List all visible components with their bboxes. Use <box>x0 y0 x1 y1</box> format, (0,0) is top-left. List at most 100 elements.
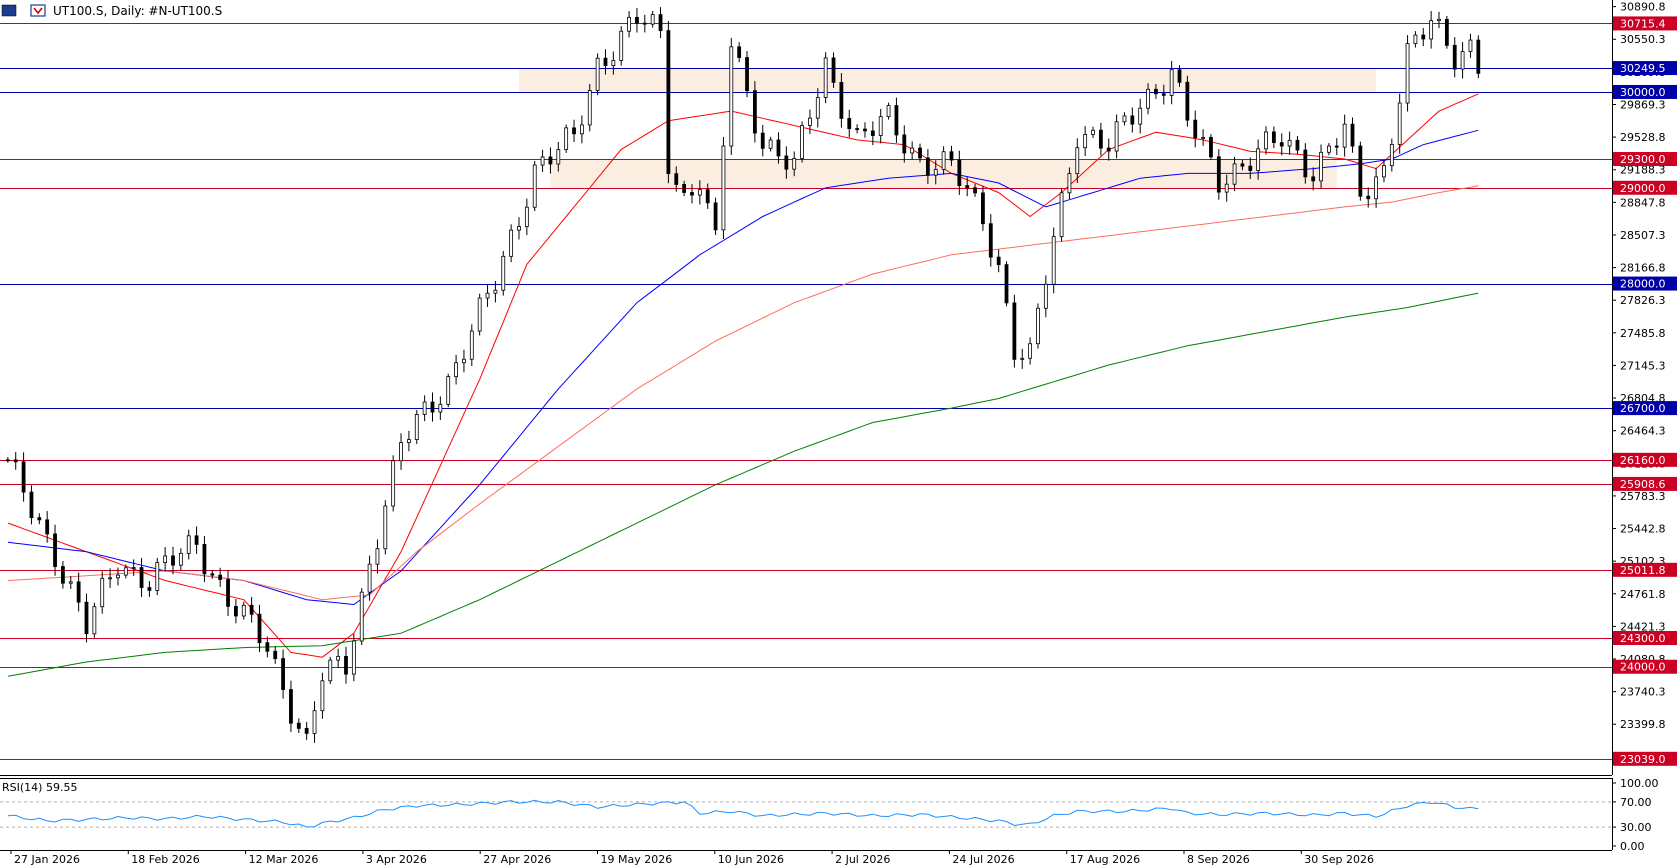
candle-body <box>910 147 915 154</box>
candle <box>430 392 435 422</box>
candle <box>603 49 608 75</box>
candle <box>973 183 977 197</box>
candle-body <box>619 30 624 61</box>
candle <box>1271 126 1276 149</box>
candle <box>1114 114 1119 159</box>
candle-body <box>336 655 341 661</box>
candle <box>933 160 938 185</box>
candle <box>359 588 364 646</box>
candle-body <box>988 223 993 258</box>
chart-type-icon[interactable] <box>30 4 46 17</box>
candle-body <box>438 403 443 413</box>
candle-body <box>1138 107 1143 125</box>
price-zone-0 <box>518 68 1377 92</box>
candle <box>1413 31 1418 48</box>
candle-body <box>941 151 946 170</box>
candle <box>422 395 427 422</box>
candle <box>116 567 120 586</box>
candle-body <box>462 358 466 364</box>
candle <box>84 593 89 643</box>
candle <box>1004 261 1009 307</box>
candle <box>469 324 474 366</box>
candle-body <box>878 116 883 136</box>
candle <box>941 146 946 175</box>
candle-body <box>1169 69 1174 96</box>
candle <box>13 452 18 470</box>
candle-body <box>627 16 631 32</box>
candle <box>1437 11 1441 29</box>
candle-body <box>13 459 18 463</box>
rsi-tick-label: 100.00 <box>1620 777 1659 790</box>
candle <box>1374 167 1378 208</box>
candle <box>351 633 356 682</box>
candle-body <box>1130 115 1135 125</box>
level-label-box <box>1613 659 1677 674</box>
candle-body <box>682 184 687 193</box>
price-tick-label: 29528.8 <box>1620 131 1666 144</box>
price-tick-label: 28847.8 <box>1620 196 1666 209</box>
candle <box>1232 156 1237 192</box>
candle-body <box>76 581 81 603</box>
candle-body <box>257 613 262 644</box>
candle-body <box>1012 302 1017 360</box>
price-tick-label: 30890.8 <box>1620 1 1666 14</box>
candle <box>21 452 26 502</box>
candle <box>1138 98 1143 134</box>
candle <box>1405 35 1410 112</box>
candle <box>910 141 915 160</box>
time-tick-label: 3 Apr 2026 <box>366 853 427 865</box>
candle-body <box>383 505 388 550</box>
candle <box>611 51 616 75</box>
price-tick-label: 27145.3 <box>1620 359 1666 372</box>
candle-body <box>1279 142 1284 147</box>
candle <box>957 150 962 195</box>
candle <box>682 180 687 197</box>
candle-body <box>29 491 34 519</box>
candle <box>635 7 639 33</box>
candle-body <box>973 187 977 194</box>
candle <box>532 161 537 212</box>
time-tick-label: 8 Sep 2026 <box>1187 853 1250 865</box>
candle-body <box>760 132 765 149</box>
candle <box>304 721 309 740</box>
candle <box>556 142 561 172</box>
rsi-tick-label: 0.00 <box>1620 840 1645 853</box>
candle-body <box>1036 307 1040 345</box>
candle <box>234 599 238 624</box>
candle-body <box>540 156 545 166</box>
candle <box>76 572 81 612</box>
candle <box>1366 187 1371 208</box>
candle <box>1130 107 1135 133</box>
candle-body <box>351 640 356 675</box>
candle-body <box>642 22 647 25</box>
candle <box>1193 110 1198 148</box>
candle-body <box>171 555 175 566</box>
price-tick-label: 24761.8 <box>1620 588 1666 601</box>
candle-body <box>792 158 797 170</box>
candle-body <box>1240 163 1245 167</box>
candle <box>1429 11 1434 49</box>
candle-body <box>194 535 199 545</box>
level-label: 26160.0 <box>1620 454 1666 467</box>
candle-body <box>1106 147 1111 152</box>
candle-body <box>234 605 238 617</box>
candle-body <box>147 587 152 591</box>
candle-body <box>375 548 380 565</box>
candle-body <box>863 128 867 132</box>
candle <box>92 602 97 638</box>
candle <box>1177 65 1182 87</box>
candle <box>1083 126 1088 157</box>
candle-body <box>721 145 726 231</box>
panel-frames <box>0 0 1613 851</box>
candle-body <box>1295 139 1300 151</box>
candle-body <box>1146 88 1150 109</box>
level-label-box <box>1613 152 1677 167</box>
candle-body <box>328 659 333 682</box>
candle-body <box>572 127 576 135</box>
candle-body <box>485 292 490 299</box>
price-tick-label: 25783.3 <box>1620 490 1666 503</box>
candle-body <box>131 567 136 569</box>
time-tick-label: 12 Mar 2026 <box>249 853 319 865</box>
candle-body <box>784 155 789 170</box>
